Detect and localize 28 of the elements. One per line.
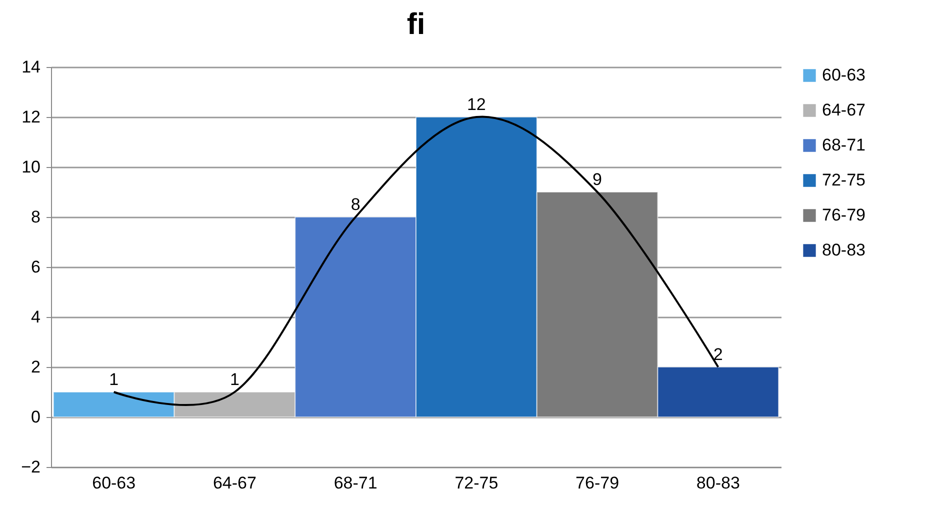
x-tick-label: 68-71 bbox=[334, 474, 378, 492]
y-tick-label: 14 bbox=[22, 58, 40, 76]
y-tick-label: 6 bbox=[31, 258, 40, 276]
y-tick-label: 4 bbox=[31, 308, 40, 326]
y-tick-label: 12 bbox=[22, 108, 40, 126]
x-tick-label: 76-79 bbox=[576, 474, 620, 492]
y-tick-label: 8 bbox=[31, 208, 40, 226]
legend-label: 64-67 bbox=[822, 100, 866, 120]
data-label: 12 bbox=[466, 95, 486, 114]
data-label: 8 bbox=[350, 195, 360, 214]
legend-label: 60-63 bbox=[822, 66, 866, 84]
data-label: 2 bbox=[713, 345, 723, 364]
y-tick-label: 2 bbox=[31, 358, 40, 376]
legend-label: 72-75 bbox=[822, 170, 866, 190]
x-tick-label: 60-63 bbox=[92, 474, 136, 492]
y-tick-label: 10 bbox=[22, 158, 40, 176]
data-label: 1 bbox=[109, 370, 119, 389]
chart-title: fi bbox=[406, 8, 426, 41]
legend-label: 76-79 bbox=[822, 206, 866, 224]
data-label: 9 bbox=[592, 170, 602, 189]
legend-label: 68-71 bbox=[822, 136, 866, 154]
legend-label: 80-83 bbox=[822, 240, 866, 260]
x-tick-label: 80-83 bbox=[696, 474, 740, 492]
x-tick-label: 72-75 bbox=[454, 474, 498, 492]
x-tick-label: 64-67 bbox=[212, 474, 256, 492]
data-label: 1 bbox=[230, 370, 240, 389]
y-tick-label: −2 bbox=[21, 458, 40, 476]
y-tick-label: 0 bbox=[31, 408, 40, 426]
